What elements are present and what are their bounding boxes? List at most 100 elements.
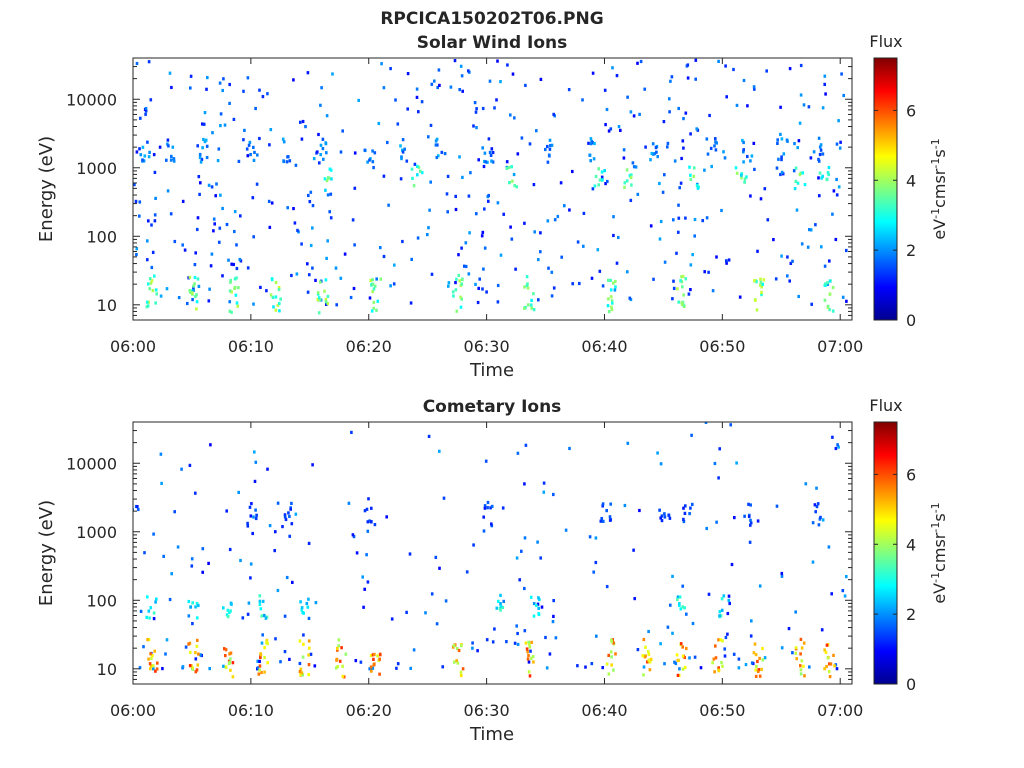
spectrogram-cell — [307, 673, 310, 677]
spectrogram-cell — [149, 664, 153, 668]
spectrogram-cell — [753, 279, 756, 283]
spectrogram-cell — [660, 514, 664, 518]
spectrogram-cell — [756, 249, 759, 253]
spectrogram-cell — [813, 503, 817, 507]
spectrogram-cell — [136, 505, 139, 509]
spectrogram-cell — [274, 308, 278, 312]
spectrogram-cell — [556, 214, 560, 219]
spectrogram-cell — [150, 223, 153, 227]
spectrogram-cell — [799, 672, 803, 676]
spectrogram-cell — [429, 180, 432, 184]
spectrogram-cell — [668, 97, 671, 101]
spectrogram-cell — [826, 281, 829, 285]
spectrogram-cell — [481, 230, 485, 234]
spectrogram-cell — [436, 85, 439, 90]
spectrogram-cell — [309, 652, 313, 656]
spectrogram-cell — [326, 193, 330, 197]
spectrogram-cell — [542, 481, 546, 485]
spectrogram-cell — [150, 656, 153, 660]
spectrogram-cell — [202, 122, 206, 126]
spectrogram-cell — [824, 282, 827, 286]
spectrogram-cell — [611, 66, 614, 70]
spectrogram-cell — [233, 229, 236, 234]
spectrogram-cell — [162, 554, 165, 558]
spectrogram-cell — [481, 287, 484, 291]
spectrogram-cell — [349, 295, 353, 300]
spectrogram-cell — [677, 658, 680, 662]
spectrogram-cell — [828, 662, 831, 666]
x-tick-label: 06:50 — [699, 701, 745, 720]
spectrogram-cell — [828, 292, 832, 296]
spectrogram-cell — [677, 300, 680, 304]
spectrogram-cell — [554, 636, 558, 640]
spectrogram-cell — [513, 184, 516, 188]
spectrogram-cell — [683, 606, 686, 610]
spectrogram-cell — [382, 174, 386, 178]
spectrogram-cell — [152, 532, 155, 536]
spectrogram-cell — [194, 605, 197, 609]
spectrogram-cell — [708, 113, 711, 118]
spectrogram-cell — [237, 490, 240, 494]
spectrogram-cell — [692, 166, 696, 170]
spectrogram-cell — [135, 253, 138, 257]
spectrogram-cell — [759, 280, 763, 284]
spectrogram-cell — [746, 104, 749, 108]
spectrogram-cell — [417, 110, 420, 114]
spectrogram-cell — [235, 276, 238, 280]
spectrogram-cell — [795, 657, 798, 661]
spectrogram-cell — [780, 155, 783, 159]
spectrogram-cell — [295, 272, 299, 276]
spectrogram-cell — [740, 176, 743, 180]
spectrogram-cell — [774, 277, 778, 281]
spectrogram-cell — [429, 123, 433, 127]
spectrogram-cell — [365, 507, 369, 511]
spectrogram-cell — [524, 443, 528, 447]
spectrogram-cell — [644, 145, 647, 149]
spectrogram-cell — [520, 549, 523, 553]
spectrogram-cell — [409, 666, 412, 670]
spectrogram-cell — [632, 548, 635, 552]
spectrogram-cell — [815, 505, 819, 509]
spectrogram-cell — [606, 304, 610, 308]
spectrogram-cell — [375, 277, 378, 281]
spectrogram-cell — [196, 216, 200, 220]
spectrogram-cell — [718, 614, 721, 618]
spectrogram-cell — [188, 288, 192, 293]
spectrogram-cell — [536, 540, 539, 544]
spectrogram-cell — [652, 277, 655, 281]
spectrogram-cell — [261, 599, 265, 603]
spectrogram-cell — [137, 507, 140, 512]
spectrogram-cell — [290, 522, 294, 526]
spectrogram-cell — [471, 646, 474, 650]
spectrogram-cell — [476, 649, 479, 653]
spectrogram-cell — [666, 141, 670, 145]
spectrogram-cell — [146, 140, 149, 144]
spectrogram-cell — [322, 157, 325, 161]
spectrogram-cell — [319, 153, 322, 157]
spectrogram-cell — [191, 622, 194, 626]
spectrogram-cell — [693, 655, 697, 659]
spectrogram-cell — [672, 218, 675, 222]
spectrogram-cell — [663, 512, 666, 516]
x-tick-label: 06:30 — [464, 337, 510, 356]
spectrogram-cell — [538, 597, 541, 602]
spectrogram-cell — [749, 521, 753, 525]
spectrogram-cell — [292, 78, 295, 82]
spectrogram-cell — [809, 228, 813, 232]
spectrogram-cell — [686, 76, 690, 80]
spectrogram-cell — [617, 235, 620, 240]
spectrogram-cell — [753, 87, 756, 91]
spectrogram-cell — [457, 253, 460, 257]
spectrogram-cell — [622, 156, 626, 160]
spectrogram-cell — [329, 216, 333, 220]
spectrogram-cell — [324, 297, 328, 302]
spectrogram-cell — [669, 79, 672, 83]
spectrogram-cell — [435, 622, 439, 626]
spectrogram-cell — [602, 519, 605, 523]
spectrogram-cell — [399, 144, 402, 148]
spectrogram-cell — [526, 303, 530, 307]
spectrogram-cell — [684, 504, 687, 508]
spectrogram-cell — [433, 79, 436, 83]
spectrogram-cell — [191, 601, 194, 605]
spectrogram-cell — [720, 597, 724, 601]
